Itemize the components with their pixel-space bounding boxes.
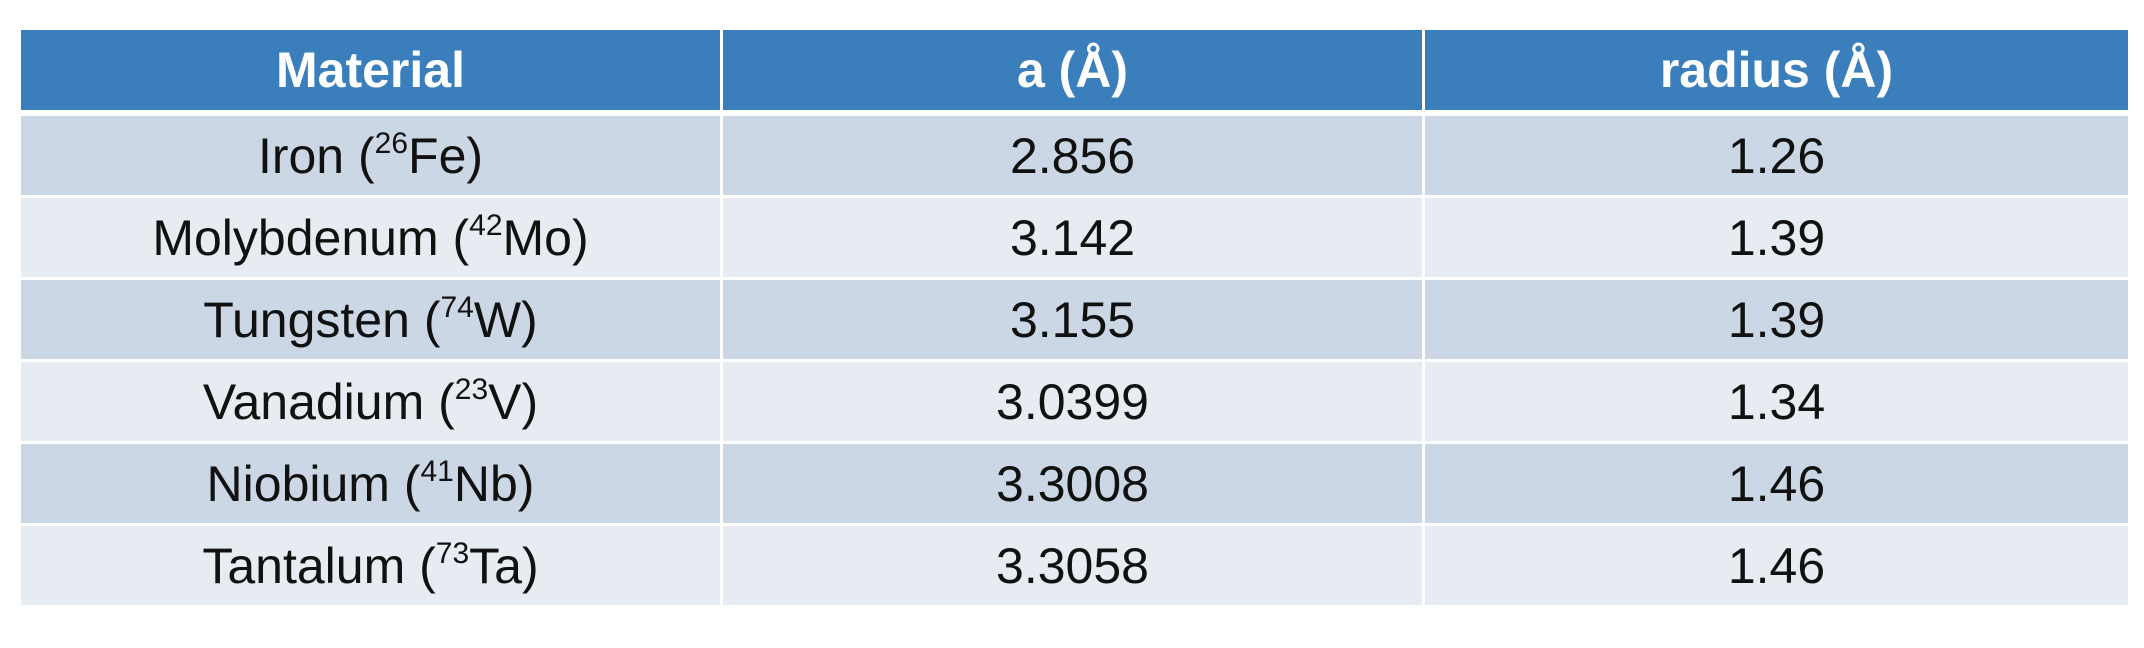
table-row: Vanadium (23V) 3.0399 1.34 — [18, 359, 2131, 444]
atomic-number: 42 — [469, 208, 503, 242]
radius-cell: 1.46 — [1422, 523, 2131, 608]
table-row: Niobium (41Nb) 3.3008 1.46 — [18, 441, 2131, 526]
element-symbol: Fe — [408, 127, 467, 184]
radius-cell: 1.46 — [1422, 441, 2131, 526]
material-cell: Molybdenum (42Mo) — [18, 195, 723, 280]
material-name: Tungsten — [203, 291, 410, 348]
material-cell: Tungsten (74W) — [18, 277, 723, 362]
lattice-constant-cell: 3.0399 — [720, 359, 1425, 444]
atomic-number: 73 — [435, 536, 470, 570]
table-body: Iron (26Fe) 2.856 1.26 Molybdenum (42Mo)… — [18, 111, 2131, 608]
element-symbol: Ta — [469, 537, 522, 594]
materials-table-container: Material a (Å) radius (Å) Iron (26Fe) 2.… — [18, 27, 2131, 608]
atomic-number: 26 — [374, 126, 409, 160]
material-name: Molybdenum — [152, 209, 439, 266]
radius-cell: 1.26 — [1422, 111, 2131, 198]
atomic-number: 23 — [454, 372, 489, 406]
element-symbol: Nb — [453, 455, 518, 512]
lattice-constant-cell: 3.3058 — [720, 523, 1425, 608]
materials-table: Material a (Å) radius (Å) Iron (26Fe) 2.… — [18, 27, 2131, 608]
header-radius: radius (Å) — [1422, 27, 2131, 116]
element-symbol: Mo — [502, 209, 572, 266]
header-row: Material a (Å) radius (Å) — [18, 27, 2131, 116]
radius-cell: 1.39 — [1422, 277, 2131, 362]
material-name: Niobium — [206, 455, 390, 512]
lattice-constant-cell: 3.155 — [720, 277, 1425, 362]
table-row: Iron (26Fe) 2.856 1.26 — [18, 111, 2131, 198]
lattice-constant-cell: 3.3008 — [720, 441, 1425, 526]
material-cell: Niobium (41Nb) — [18, 441, 723, 526]
material-name: Tantalum — [202, 537, 406, 594]
material-name: Vanadium — [202, 373, 425, 430]
table-header: Material a (Å) radius (Å) — [18, 27, 2131, 116]
material-name: Iron — [257, 127, 345, 184]
table-row: Molybdenum (42Mo) 3.142 1.39 — [18, 195, 2131, 280]
material-cell: Tantalum (73Ta) — [18, 523, 723, 608]
header-lattice-constant: a (Å) — [720, 27, 1425, 116]
table-row: Tantalum (73Ta) 3.3058 1.46 — [18, 523, 2131, 608]
lattice-constant-cell: 3.142 — [720, 195, 1425, 280]
atomic-number: 74 — [440, 290, 474, 324]
table-row: Tungsten (74W) 3.155 1.39 — [18, 277, 2131, 362]
element-symbol: V — [488, 373, 522, 430]
header-material: Material — [18, 27, 723, 116]
radius-cell: 1.34 — [1422, 359, 2131, 444]
lattice-constant-cell: 2.856 — [720, 111, 1425, 198]
atomic-number: 41 — [420, 454, 454, 488]
radius-cell: 1.39 — [1422, 195, 2131, 280]
material-cell: Vanadium (23V) — [18, 359, 723, 444]
element-symbol: W — [473, 291, 522, 348]
material-cell: Iron (26Fe) — [18, 111, 723, 198]
